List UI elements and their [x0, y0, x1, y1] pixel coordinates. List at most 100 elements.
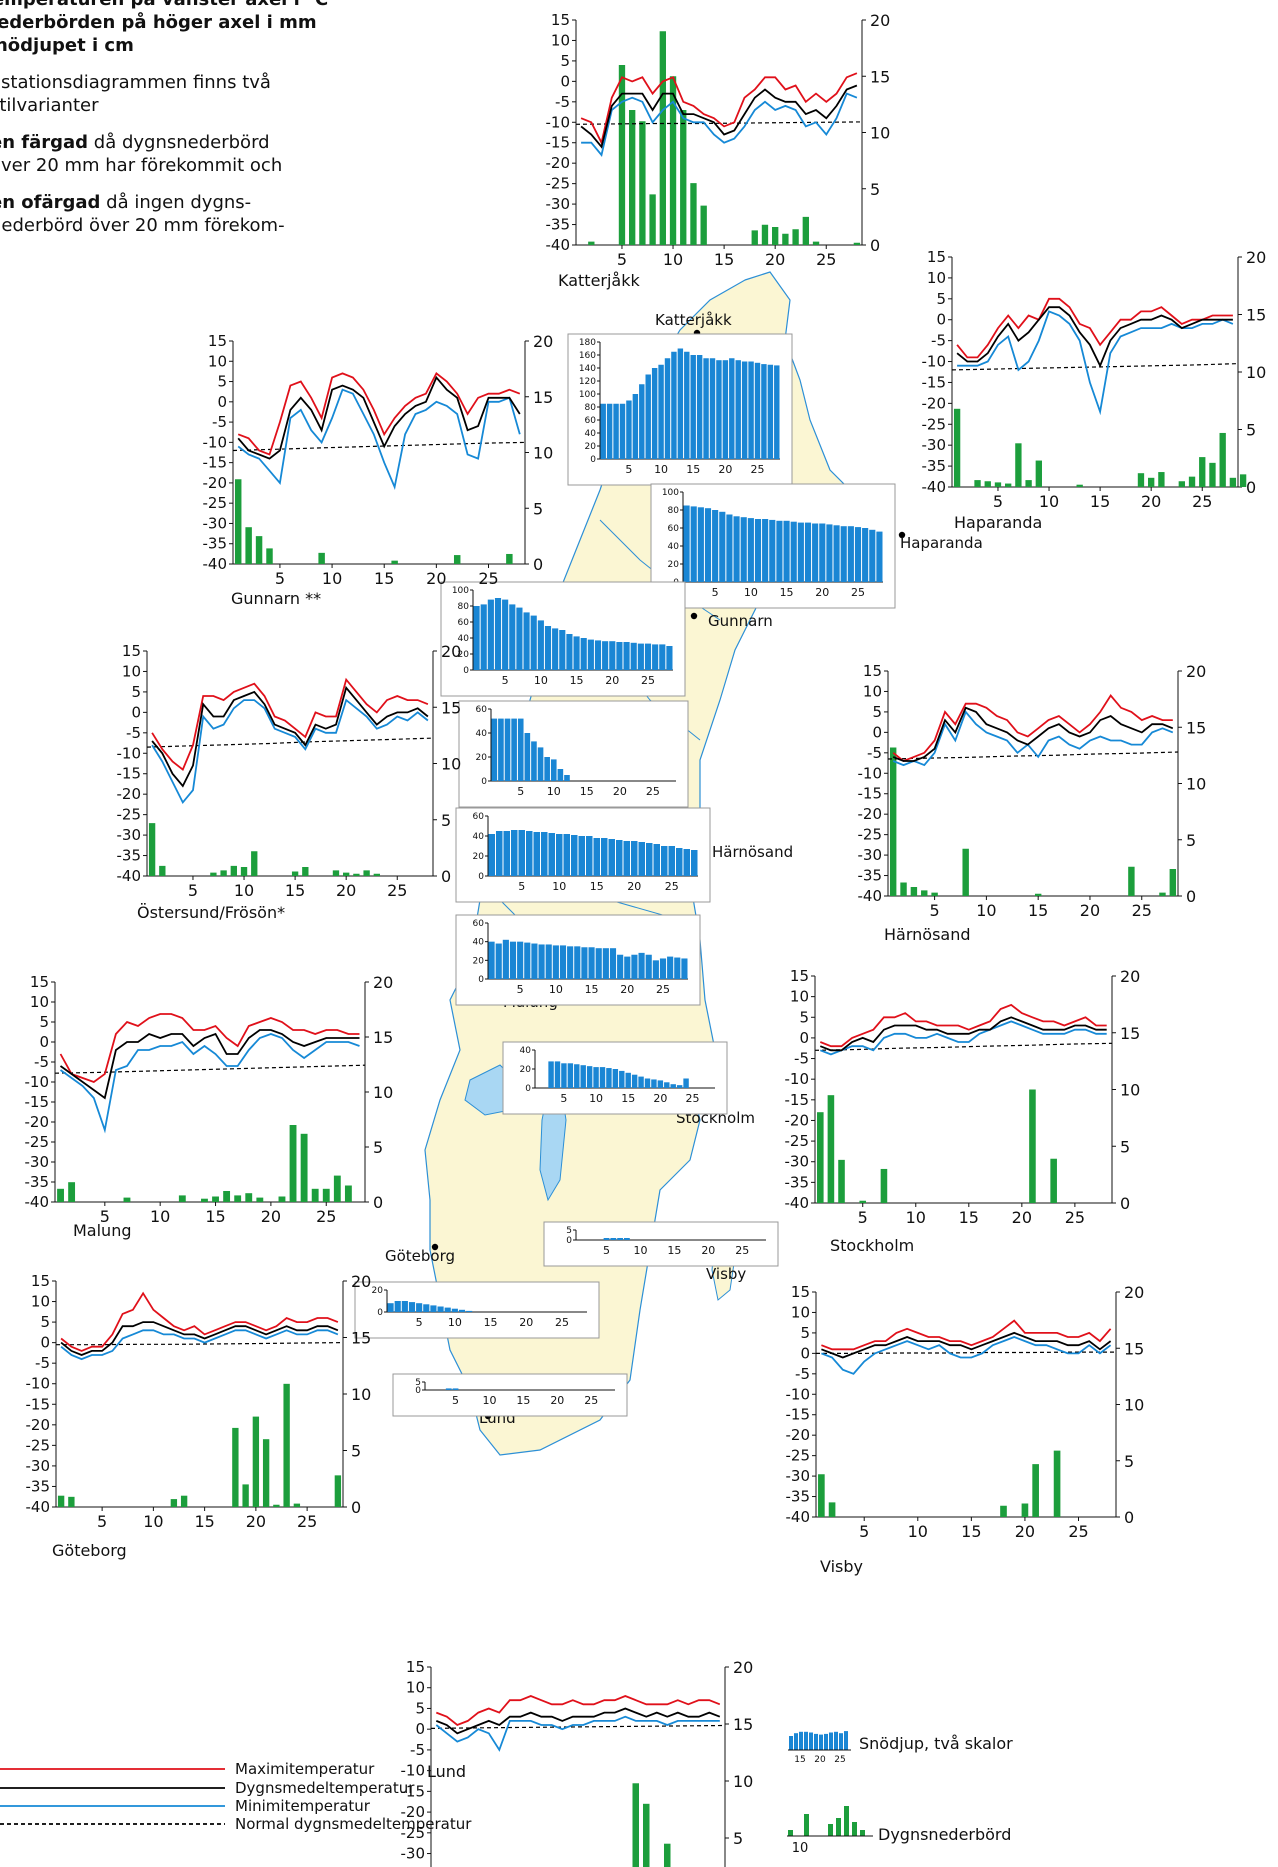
precip-bar [859, 1200, 867, 1203]
snow-bar [619, 1070, 625, 1088]
snow-bar [840, 526, 847, 582]
station-name: Lund [427, 1762, 466, 1781]
temp-tick-label: -15 [117, 765, 142, 783]
precip-bar [293, 1503, 301, 1507]
min-temp-line [60, 1329, 339, 1361]
precip-tick-label: 10 [441, 755, 461, 774]
snow-bar [564, 775, 570, 781]
station-name: Stockholm [830, 1236, 914, 1255]
x-tick-label: 5 [617, 250, 627, 269]
temp-tick-label: 5 [799, 1008, 809, 1026]
temp-tick-label: -15 [401, 1782, 426, 1800]
snow-bar [631, 841, 638, 876]
snow-bar [423, 1304, 430, 1312]
precip-bar [1199, 457, 1206, 487]
snow-bar [630, 642, 637, 670]
temp-tick-label: -30 [401, 1845, 426, 1863]
snow-y-tick-label: 40 [473, 832, 485, 842]
precip-bar [900, 882, 907, 896]
snow-bar [697, 507, 704, 582]
x-tick-label: 5 [97, 1512, 107, 1531]
temp-tick-label: 0 [872, 723, 882, 741]
temp-tick-label: 15 [863, 662, 882, 680]
legend-snow-icon-bar [789, 1736, 793, 1750]
snow-bar [588, 947, 595, 979]
snow-chart: 60 40 20 0 5 10 15 20 25 [458, 700, 689, 808]
snow-y-tick-label: 80 [668, 506, 680, 516]
legend-precip-icon-bar [836, 1818, 841, 1836]
map-station-label: Göteborg [385, 1247, 455, 1265]
snow-y-tick-label: 40 [458, 634, 470, 644]
temp-tick-label: 10 [30, 993, 49, 1011]
temp-tick-label: 15 [791, 1283, 810, 1301]
precip-bar [974, 480, 981, 487]
snow-bar [466, 1310, 473, 1312]
intro-heading-2: Nederbörden på höger axel i mm [0, 12, 317, 33]
snow-bar [812, 523, 819, 582]
snow-bar [523, 612, 530, 670]
snow-bar [550, 759, 557, 781]
station-name: Östersund/Frösön* [137, 903, 285, 922]
intro-heading-1: Temperaturen på vänster axel i °C [0, 0, 328, 11]
snow-x-tick-label: 25 [656, 983, 670, 996]
precip-tick-label: 10 [733, 1772, 753, 1791]
snow-bar [632, 394, 639, 459]
snow-x-tick-label: 25 [641, 674, 655, 687]
snow-x-tick-label: 25 [735, 1244, 749, 1257]
snow-bar [683, 849, 690, 876]
snow-x-tick-label: 10 [654, 463, 668, 476]
x-tick-label: 15 [285, 881, 305, 900]
precip-bar [984, 481, 991, 487]
x-tick-label: 15 [1090, 492, 1110, 511]
snow-bar [676, 848, 683, 876]
mean-temp-line [819, 1016, 1107, 1052]
precip-bar [1005, 483, 1012, 487]
snow-bar [691, 850, 698, 876]
precip-bar [178, 1195, 186, 1202]
temp-tick-label: -20 [858, 805, 883, 823]
precip-tick-label: 10 [1124, 1396, 1144, 1415]
legend-precip-icon-bar [804, 1814, 809, 1836]
snow-x-tick-label: 5 [603, 1244, 610, 1257]
precip-tick-label: 5 [1246, 421, 1256, 440]
snow-y-tick-label: 40 [476, 729, 488, 739]
precip-tick-label: 20 [1186, 662, 1206, 681]
snow-bar [653, 844, 660, 876]
snow-bar [498, 718, 504, 781]
legend: MaximitemperaturDygnsmedeltemperaturMini… [0, 1731, 1013, 1856]
snow-bar [638, 1076, 644, 1088]
precip-tick-label: 20 [533, 332, 553, 351]
temp-tick-label: 5 [560, 52, 570, 70]
snow-chart: 60 40 20 0 5 10 15 20 25 [455, 807, 711, 903]
snow-bar [638, 952, 645, 979]
temp-tick-label: -30 [117, 826, 142, 844]
intro-para-3-rest: då ingen dygns­nederbörd över 20 mm före… [0, 192, 285, 236]
precip-bar [1159, 892, 1166, 896]
precip-tick-label: 5 [733, 1829, 743, 1848]
temp-tick-label: 0 [39, 1033, 49, 1051]
precip-bar [761, 224, 769, 245]
legend-precip-tick-label: 10 [792, 1841, 809, 1856]
precip-bar [1076, 484, 1083, 487]
snow-bar [664, 358, 671, 459]
snow-bar [578, 836, 585, 876]
mean-temp-line [821, 1331, 1112, 1359]
snow-bar [862, 528, 869, 582]
temp-tick-label: -15 [922, 373, 947, 391]
precip-bar [240, 867, 248, 876]
snow-x-tick-label: 10 [448, 1316, 462, 1329]
precip-tick-label: 15 [1186, 718, 1206, 737]
snow-bar [667, 956, 674, 979]
precip-bar [278, 1196, 286, 1202]
x-tick-label: 15 [194, 1512, 214, 1531]
temp-tick-label: -5 [126, 724, 141, 742]
temp-tick-label: -35 [785, 1173, 810, 1191]
snow-y-tick-label: 20 [520, 1065, 532, 1075]
snow-bar [559, 945, 567, 979]
legend-snow-icon-bar [809, 1732, 813, 1750]
normal-temp-line [54, 1064, 366, 1074]
snow-bar [586, 836, 593, 876]
temp-tick-label: -20 [117, 785, 142, 803]
temp-tick-label: -40 [922, 478, 947, 496]
snow-x-tick-label: 15 [580, 785, 594, 798]
